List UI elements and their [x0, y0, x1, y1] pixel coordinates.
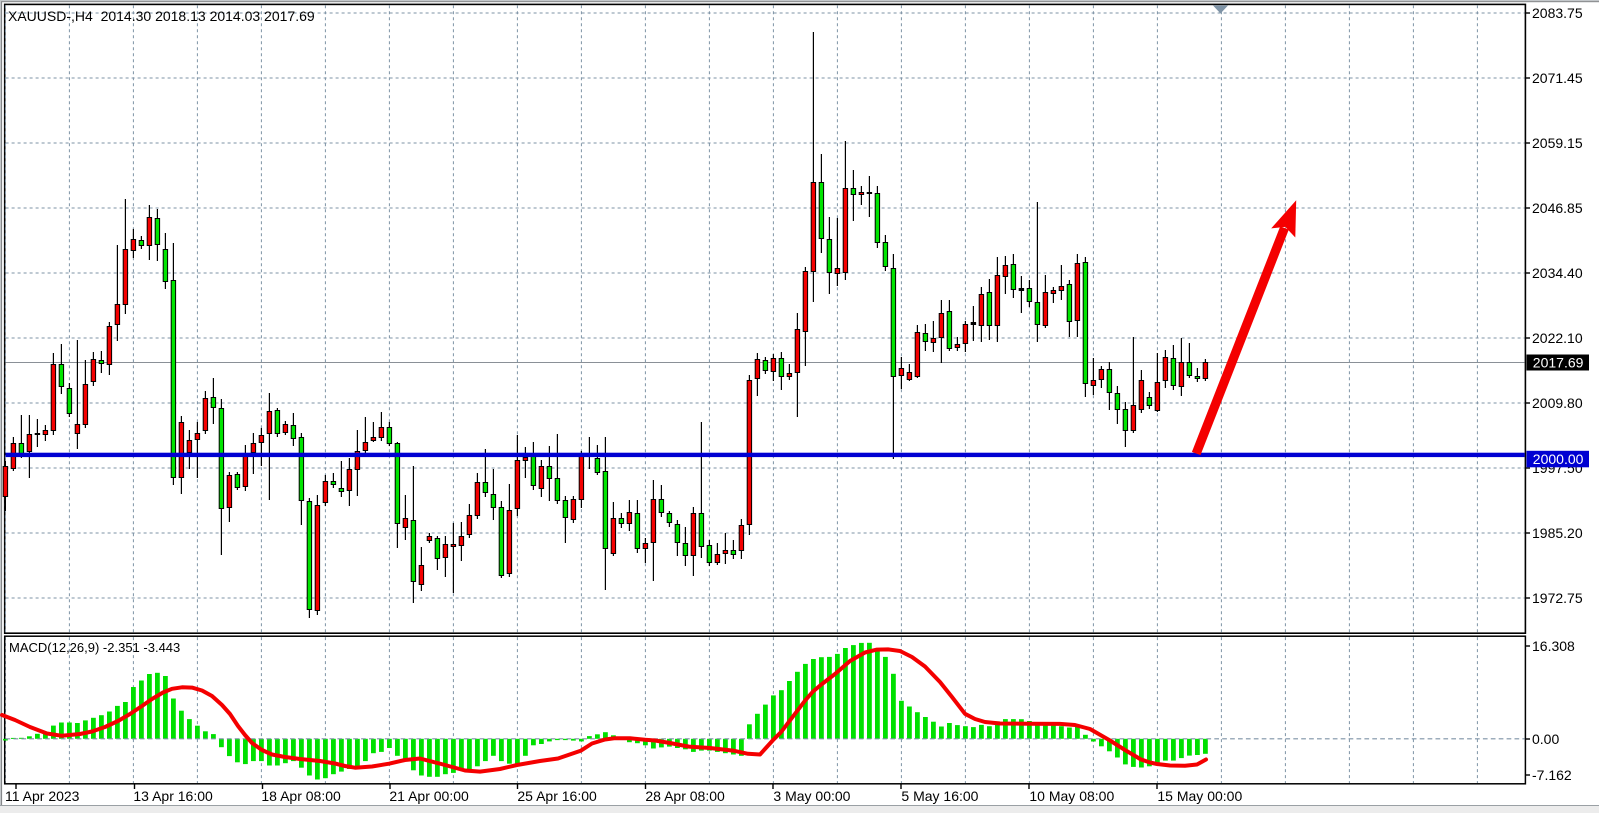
svg-text:2059.15: 2059.15 [1532, 135, 1583, 151]
svg-text:25 Apr 16:00: 25 Apr 16:00 [517, 788, 597, 804]
svg-text:2000.00: 2000.00 [1533, 451, 1584, 467]
svg-text:10 May 08:00: 10 May 08:00 [1029, 788, 1114, 804]
svg-text:18 Apr 08:00: 18 Apr 08:00 [261, 788, 341, 804]
svg-text:5 May 16:00: 5 May 16:00 [901, 788, 978, 804]
svg-text:2083.75: 2083.75 [1532, 5, 1583, 21]
svg-text:2046.85: 2046.85 [1532, 200, 1583, 216]
svg-text:2071.45: 2071.45 [1532, 70, 1583, 86]
svg-text:15 May 00:00: 15 May 00:00 [1157, 788, 1242, 804]
svg-text:11 Apr 2023: 11 Apr 2023 [5, 788, 80, 804]
svg-text:2017.69: 2017.69 [1533, 355, 1584, 371]
svg-text:MACD(12,26,9) -2.351 -3.443: MACD(12,26,9) -2.351 -3.443 [9, 640, 180, 655]
svg-text:1972.75: 1972.75 [1532, 590, 1583, 606]
svg-text:2009.80: 2009.80 [1532, 395, 1583, 411]
svg-text:16.308: 16.308 [1532, 638, 1575, 654]
svg-text:13 Apr 16:00: 13 Apr 16:00 [133, 788, 213, 804]
svg-text:3 May 00:00: 3 May 00:00 [773, 788, 850, 804]
svg-text:28 Apr 08:00: 28 Apr 08:00 [645, 788, 725, 804]
svg-text:0.00: 0.00 [1532, 731, 1559, 747]
svg-text:2034.40: 2034.40 [1532, 265, 1583, 281]
svg-text:-7.162: -7.162 [1532, 767, 1572, 783]
svg-text:1985.20: 1985.20 [1532, 525, 1583, 541]
svg-text:XAUUSD-,H4 2014.30 2018.13 20: XAUUSD-,H4 2014.30 2018.13 2014.03 2017.… [8, 8, 315, 24]
svg-text:2022.10: 2022.10 [1532, 330, 1583, 346]
svg-text:21 Apr 00:00: 21 Apr 00:00 [389, 788, 469, 804]
